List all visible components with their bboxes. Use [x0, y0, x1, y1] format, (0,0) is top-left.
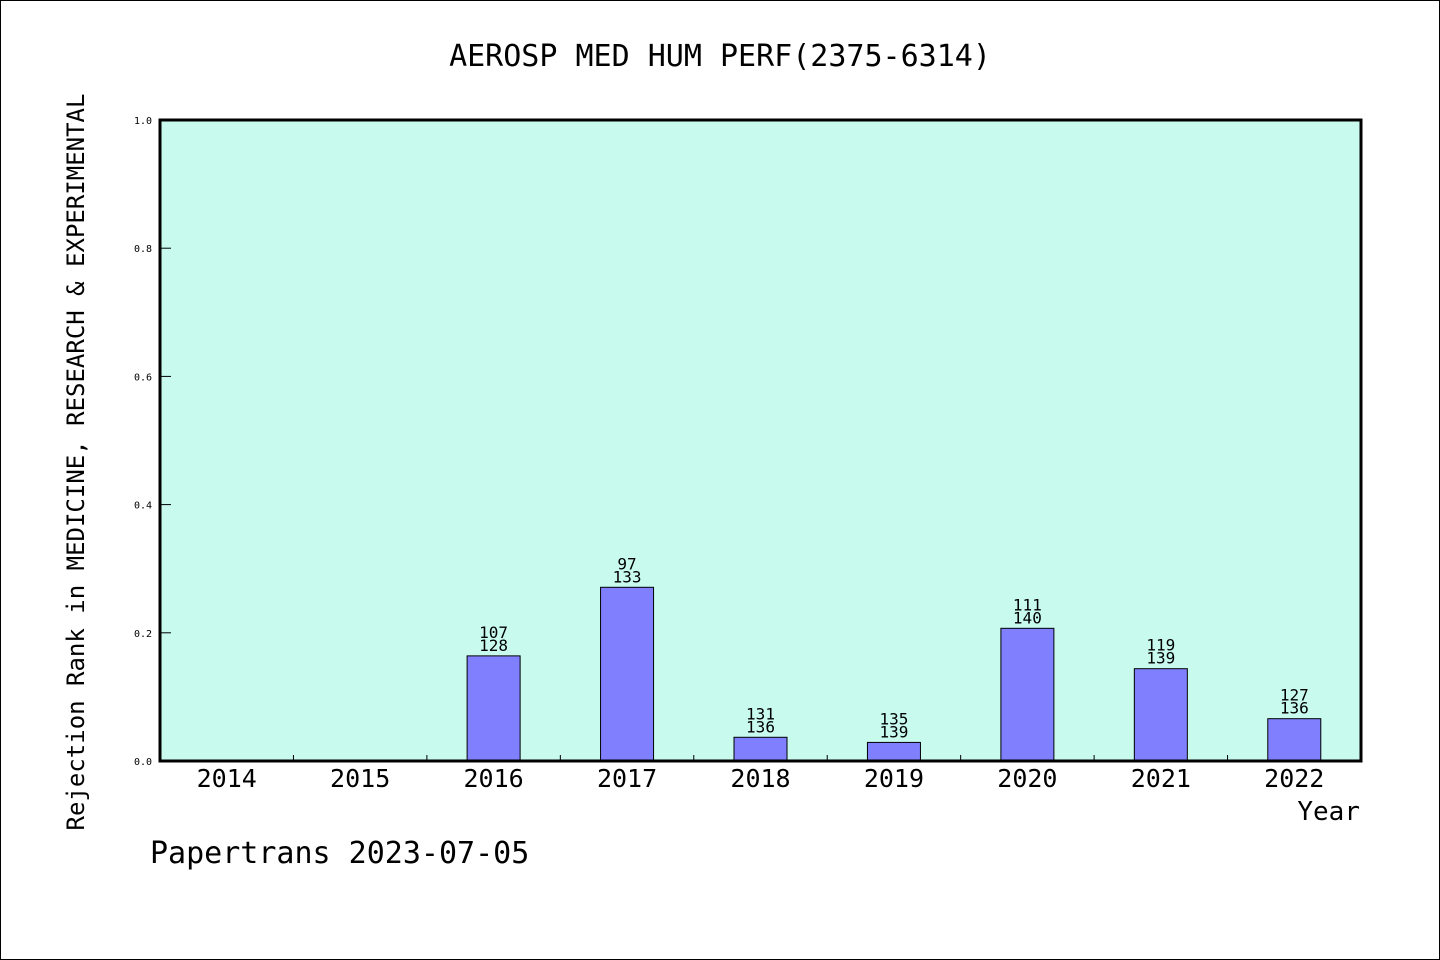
x-tick-label: 2014	[197, 764, 257, 793]
chart-title: AEROSP MED HUM PERF(2375-6314)	[449, 39, 991, 74]
y-tick-label: 0.4	[134, 501, 152, 512]
bar-rank-label: 107	[479, 623, 508, 642]
bar-total-label: 139	[1146, 649, 1175, 668]
bar-2021	[1133, 668, 1188, 762]
bar-total-label: 140	[1013, 608, 1042, 627]
x-tick-label: 2015	[330, 764, 390, 793]
bar-2020	[1000, 627, 1055, 762]
x-tick-label: 2019	[864, 764, 924, 793]
bar-rank-label: 127	[1280, 686, 1309, 705]
bar-rank-label: 97	[617, 554, 636, 573]
x-tick-label: 2021	[1131, 764, 1191, 793]
x-tick-label: 2017	[597, 764, 657, 793]
bar-2022	[1267, 718, 1322, 762]
plot-area	[160, 120, 1361, 761]
y-tick-label: 0.8	[134, 244, 152, 255]
bar-total-label: 139	[879, 722, 908, 741]
bar-total-label: 136	[1280, 699, 1309, 718]
x-tick-label: 2016	[464, 764, 524, 793]
bar-total-label: 133	[613, 567, 642, 586]
bar-total-label: 128	[479, 636, 508, 655]
y-tick-label: 0.2	[134, 629, 152, 640]
x-tick-label: 2022	[1264, 764, 1324, 793]
bar-2016	[466, 655, 521, 762]
y-tick-label: 0.6	[134, 372, 152, 383]
y-axis-label: Rejection Rank in MEDICINE, RESEARCH & E…	[62, 94, 90, 831]
y-tick-label: 0.0	[134, 757, 152, 768]
x-tick-label: 2020	[997, 764, 1057, 793]
bar-2018	[733, 736, 788, 762]
bar-2019	[866, 741, 921, 762]
bar-rank-label: 131	[746, 704, 775, 723]
x-axis-ticks: 2014 2015 2016 2017 2018 2019 2020 2021 2022	[197, 755, 1324, 793]
y-tick-label: 1.0	[134, 116, 152, 127]
bar-rank-label: 119	[1146, 636, 1175, 655]
x-axis-label: Year	[1297, 797, 1360, 827]
bar-rank-label: 135	[879, 709, 908, 728]
footer-text: Papertrans 2023-07-05	[150, 836, 529, 871]
plot-border	[158, 118, 1363, 763]
bars	[466, 586, 1322, 762]
bar-total-label: 136	[746, 717, 775, 736]
x-tick-label: 2018	[730, 764, 790, 793]
bar-2017	[600, 586, 655, 762]
bar-rank-label: 111	[1013, 595, 1042, 614]
